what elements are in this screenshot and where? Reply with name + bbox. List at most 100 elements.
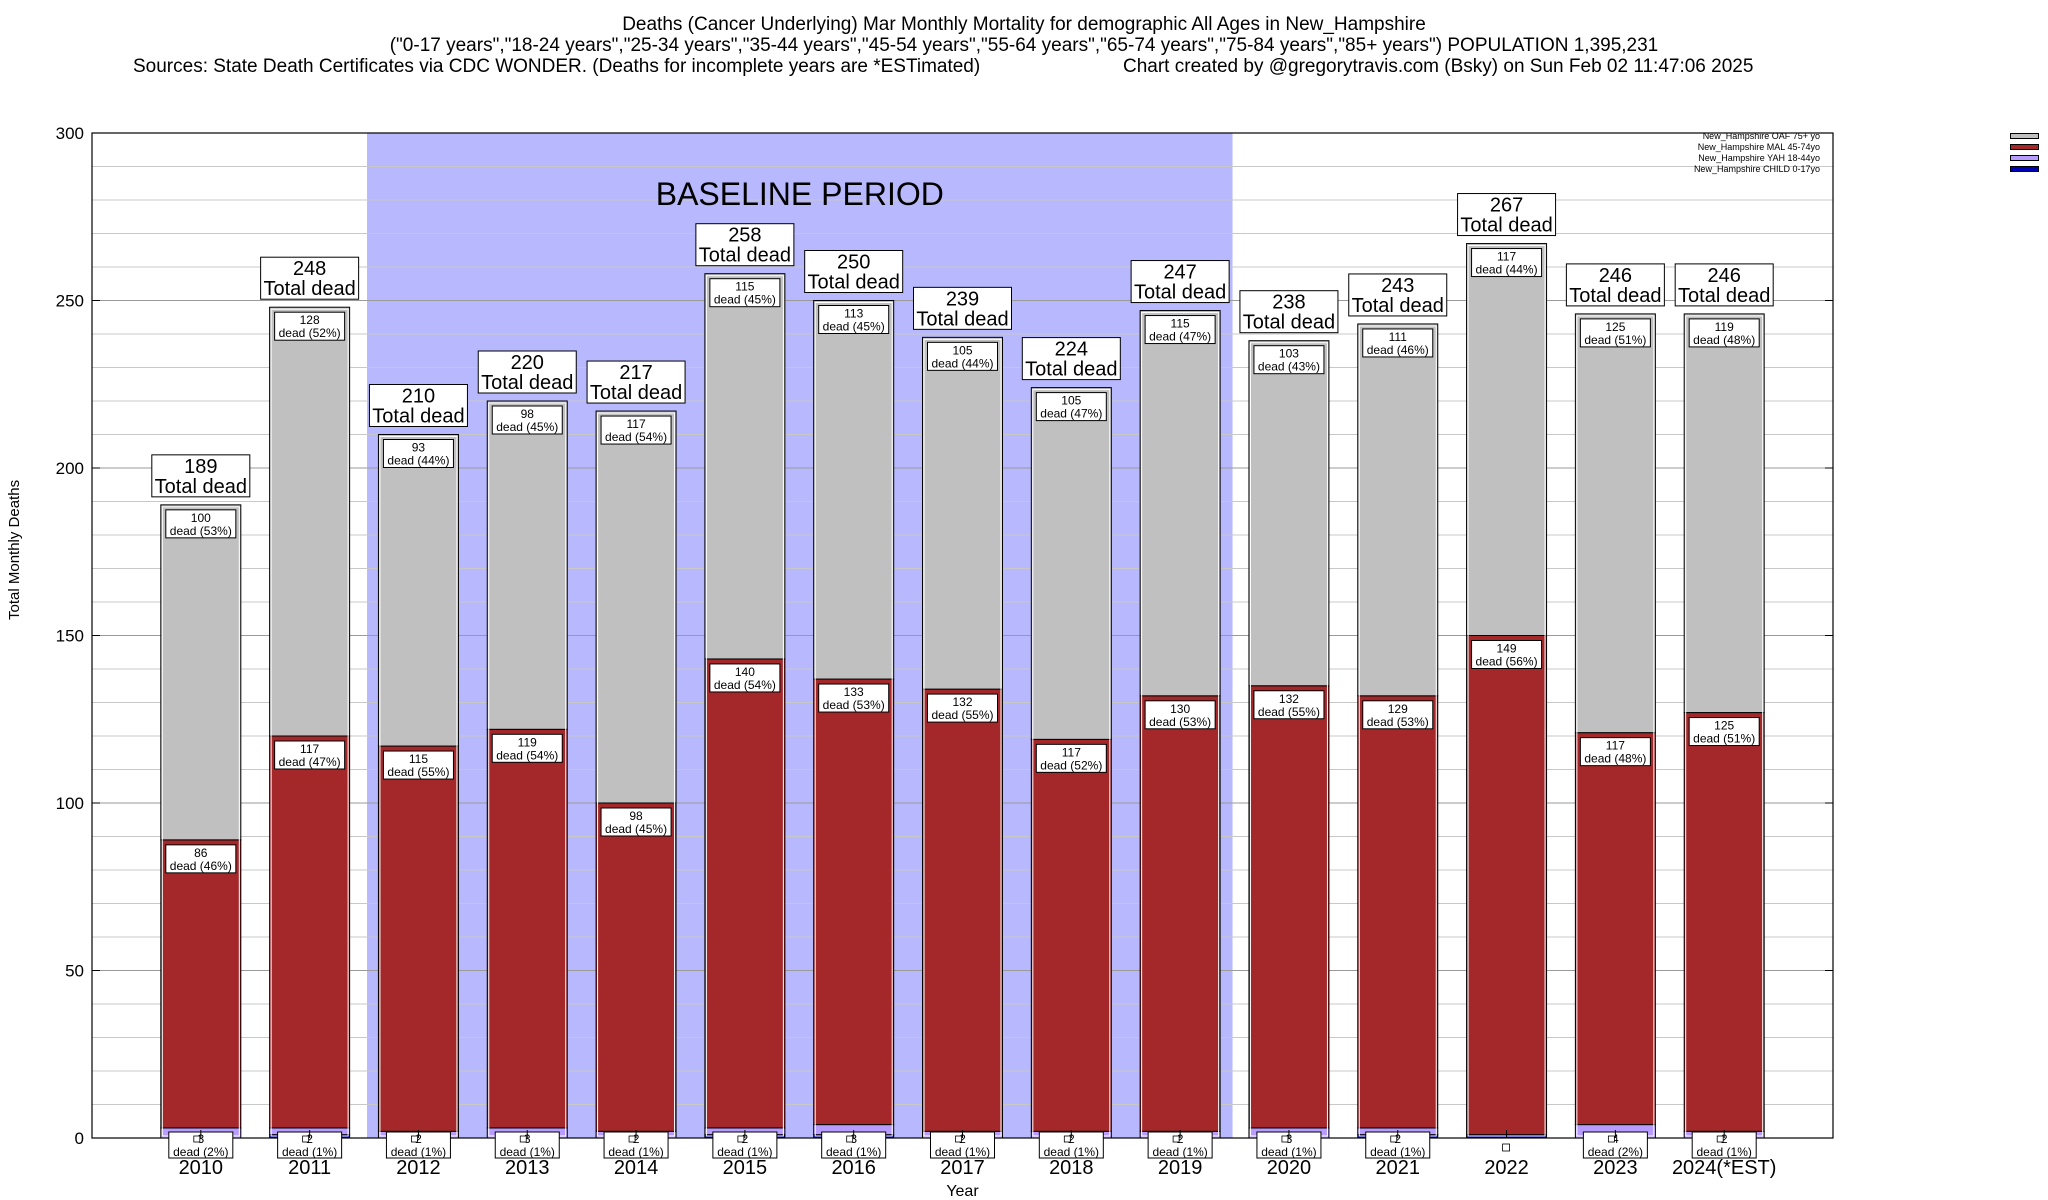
total-dead-label: Total dead [1134, 282, 1226, 304]
oaf-pct-label: dead (43%) [1258, 360, 1320, 374]
x-tick-label: 2011 [288, 1157, 331, 1179]
yah-pct-label: dead (1%) [1697, 1145, 1752, 1159]
total-box [1348, 273, 1448, 317]
legend-label: New_Hampshire OAF 75+ yo [1702, 131, 1820, 141]
mal-value-label: 86 [194, 846, 208, 860]
oaf-value-label: 115 [1171, 317, 1190, 331]
yah-value-label: 4 [1612, 1132, 1619, 1146]
mal-value-label: 119 [518, 735, 537, 749]
total-dead-label: Total dead [1569, 285, 1661, 307]
total-value-label: 217 [619, 362, 652, 384]
oaf-pct-label: dead (44%) [387, 454, 449, 468]
yah-value-label: 2 [1394, 1132, 1401, 1146]
bar-mal [1683, 712, 1765, 1132]
x-tick-label: 2023 [1593, 1157, 1638, 1179]
mal-value-box [274, 740, 346, 770]
yah-pct-label: dead (1%) [717, 1145, 772, 1159]
total-box [368, 384, 468, 427]
oaf-value-label: 100 [191, 511, 211, 525]
bar-oaf [1683, 313, 1765, 714]
bar-oaf [269, 306, 351, 737]
bar-mal [922, 688, 1003, 1132]
mal-pct-label: dead (55%) [387, 765, 449, 779]
mal-value-box [1144, 700, 1216, 730]
mal-pct-label: dead (47%) [279, 755, 341, 769]
yah-marker [302, 1135, 310, 1143]
yah-value-label: 3 [197, 1132, 204, 1146]
legend-swatch [2010, 133, 2039, 139]
yah-pct-label: dead (1%) [1370, 1145, 1425, 1159]
chart-credit: Chart created by @gregorytravis.com (Bsk… [1123, 56, 1754, 77]
total-box [260, 256, 360, 300]
oaf-value-box [1035, 392, 1107, 422]
yah-pct-label: dead (1%) [1261, 1145, 1316, 1159]
total-dead-label: Total dead [916, 308, 1008, 330]
bar-oaf [813, 300, 895, 680]
oaf-value-box [709, 278, 781, 308]
x-tick-label: 2016 [831, 1157, 876, 1179]
total-dead-label: Total dead [1025, 359, 1117, 381]
y-tick-label: 50 [65, 962, 84, 981]
mal-value-box [165, 844, 237, 874]
legend-swatch [2010, 155, 2039, 161]
total-box [804, 250, 904, 293]
total-dead-label: Total dead [590, 382, 682, 404]
oaf-value-box [165, 509, 237, 539]
bar-oaf [922, 336, 1003, 690]
mal-value-box [600, 807, 672, 837]
mal-value-label: 125 [1714, 719, 1734, 733]
oaf-value-label: 103 [1279, 347, 1299, 361]
legend-label: New_Hampshire CHILD 0-17yo [1693, 164, 1820, 174]
oaf-value-label: 117 [626, 417, 645, 431]
x-axis-label: Year [946, 1183, 979, 1200]
x-tick-label: 2017 [940, 1157, 985, 1179]
total-value-label: 239 [946, 288, 979, 310]
mal-value-label: 115 [409, 752, 428, 766]
mal-pct-label: dead (52%) [1040, 758, 1102, 772]
mal-pct-label: dead (53%) [1149, 715, 1211, 729]
yah-marker [628, 1135, 636, 1143]
oaf-value-label: 125 [1605, 320, 1625, 334]
total-box [1130, 260, 1230, 304]
total-box [1457, 193, 1557, 237]
oaf-value-label: 113 [844, 307, 863, 321]
mal-value-label: 117 [1606, 739, 1625, 753]
oaf-value-box [1471, 248, 1543, 278]
oaf-value-label: 93 [412, 441, 426, 455]
mal-pct-label: dead (56%) [1476, 655, 1538, 669]
bar-oaf [1466, 243, 1548, 637]
mal-value-box [1253, 690, 1325, 720]
legend-swatch [2010, 144, 2039, 150]
mal-value-box [709, 663, 781, 693]
yah-marker [1390, 1135, 1398, 1143]
oaf-value-label: 105 [952, 343, 972, 357]
bar-mal [704, 658, 786, 1129]
x-tick-label: 2018 [1049, 1157, 1094, 1179]
total-dead-label: Total dead [699, 245, 791, 267]
yah-value-box [821, 1131, 887, 1159]
yah-marker [1063, 1135, 1071, 1143]
oaf-pct-label: dead (44%) [931, 356, 993, 370]
bar-mal [1030, 738, 1112, 1132]
oaf-value-box [1688, 318, 1760, 348]
oaf-value-box [491, 405, 563, 435]
yah-marker [846, 1135, 854, 1143]
mal-value-label: 140 [735, 665, 755, 679]
x-tick-label: 2014 [614, 1157, 659, 1179]
oaf-pct-label: dead (52%) [279, 326, 341, 340]
bar-oaf [160, 504, 242, 841]
yah-marker [519, 1135, 527, 1143]
mal-pct-label: dead (45%) [605, 822, 667, 836]
yah-marker [737, 1135, 745, 1143]
bar-mal [1248, 685, 1330, 1129]
yah-marker [411, 1135, 418, 1143]
y-tick-label: 0 [75, 1129, 84, 1148]
mal-value-box [382, 750, 454, 780]
bar-oaf [377, 434, 459, 747]
y-tick-label: 300 [56, 124, 84, 143]
bar-oaf [1139, 310, 1221, 697]
x-tick-label: 2012 [396, 1157, 441, 1179]
yah-marker [1172, 1135, 1180, 1143]
yah-value-label: 2 [1177, 1132, 1184, 1146]
